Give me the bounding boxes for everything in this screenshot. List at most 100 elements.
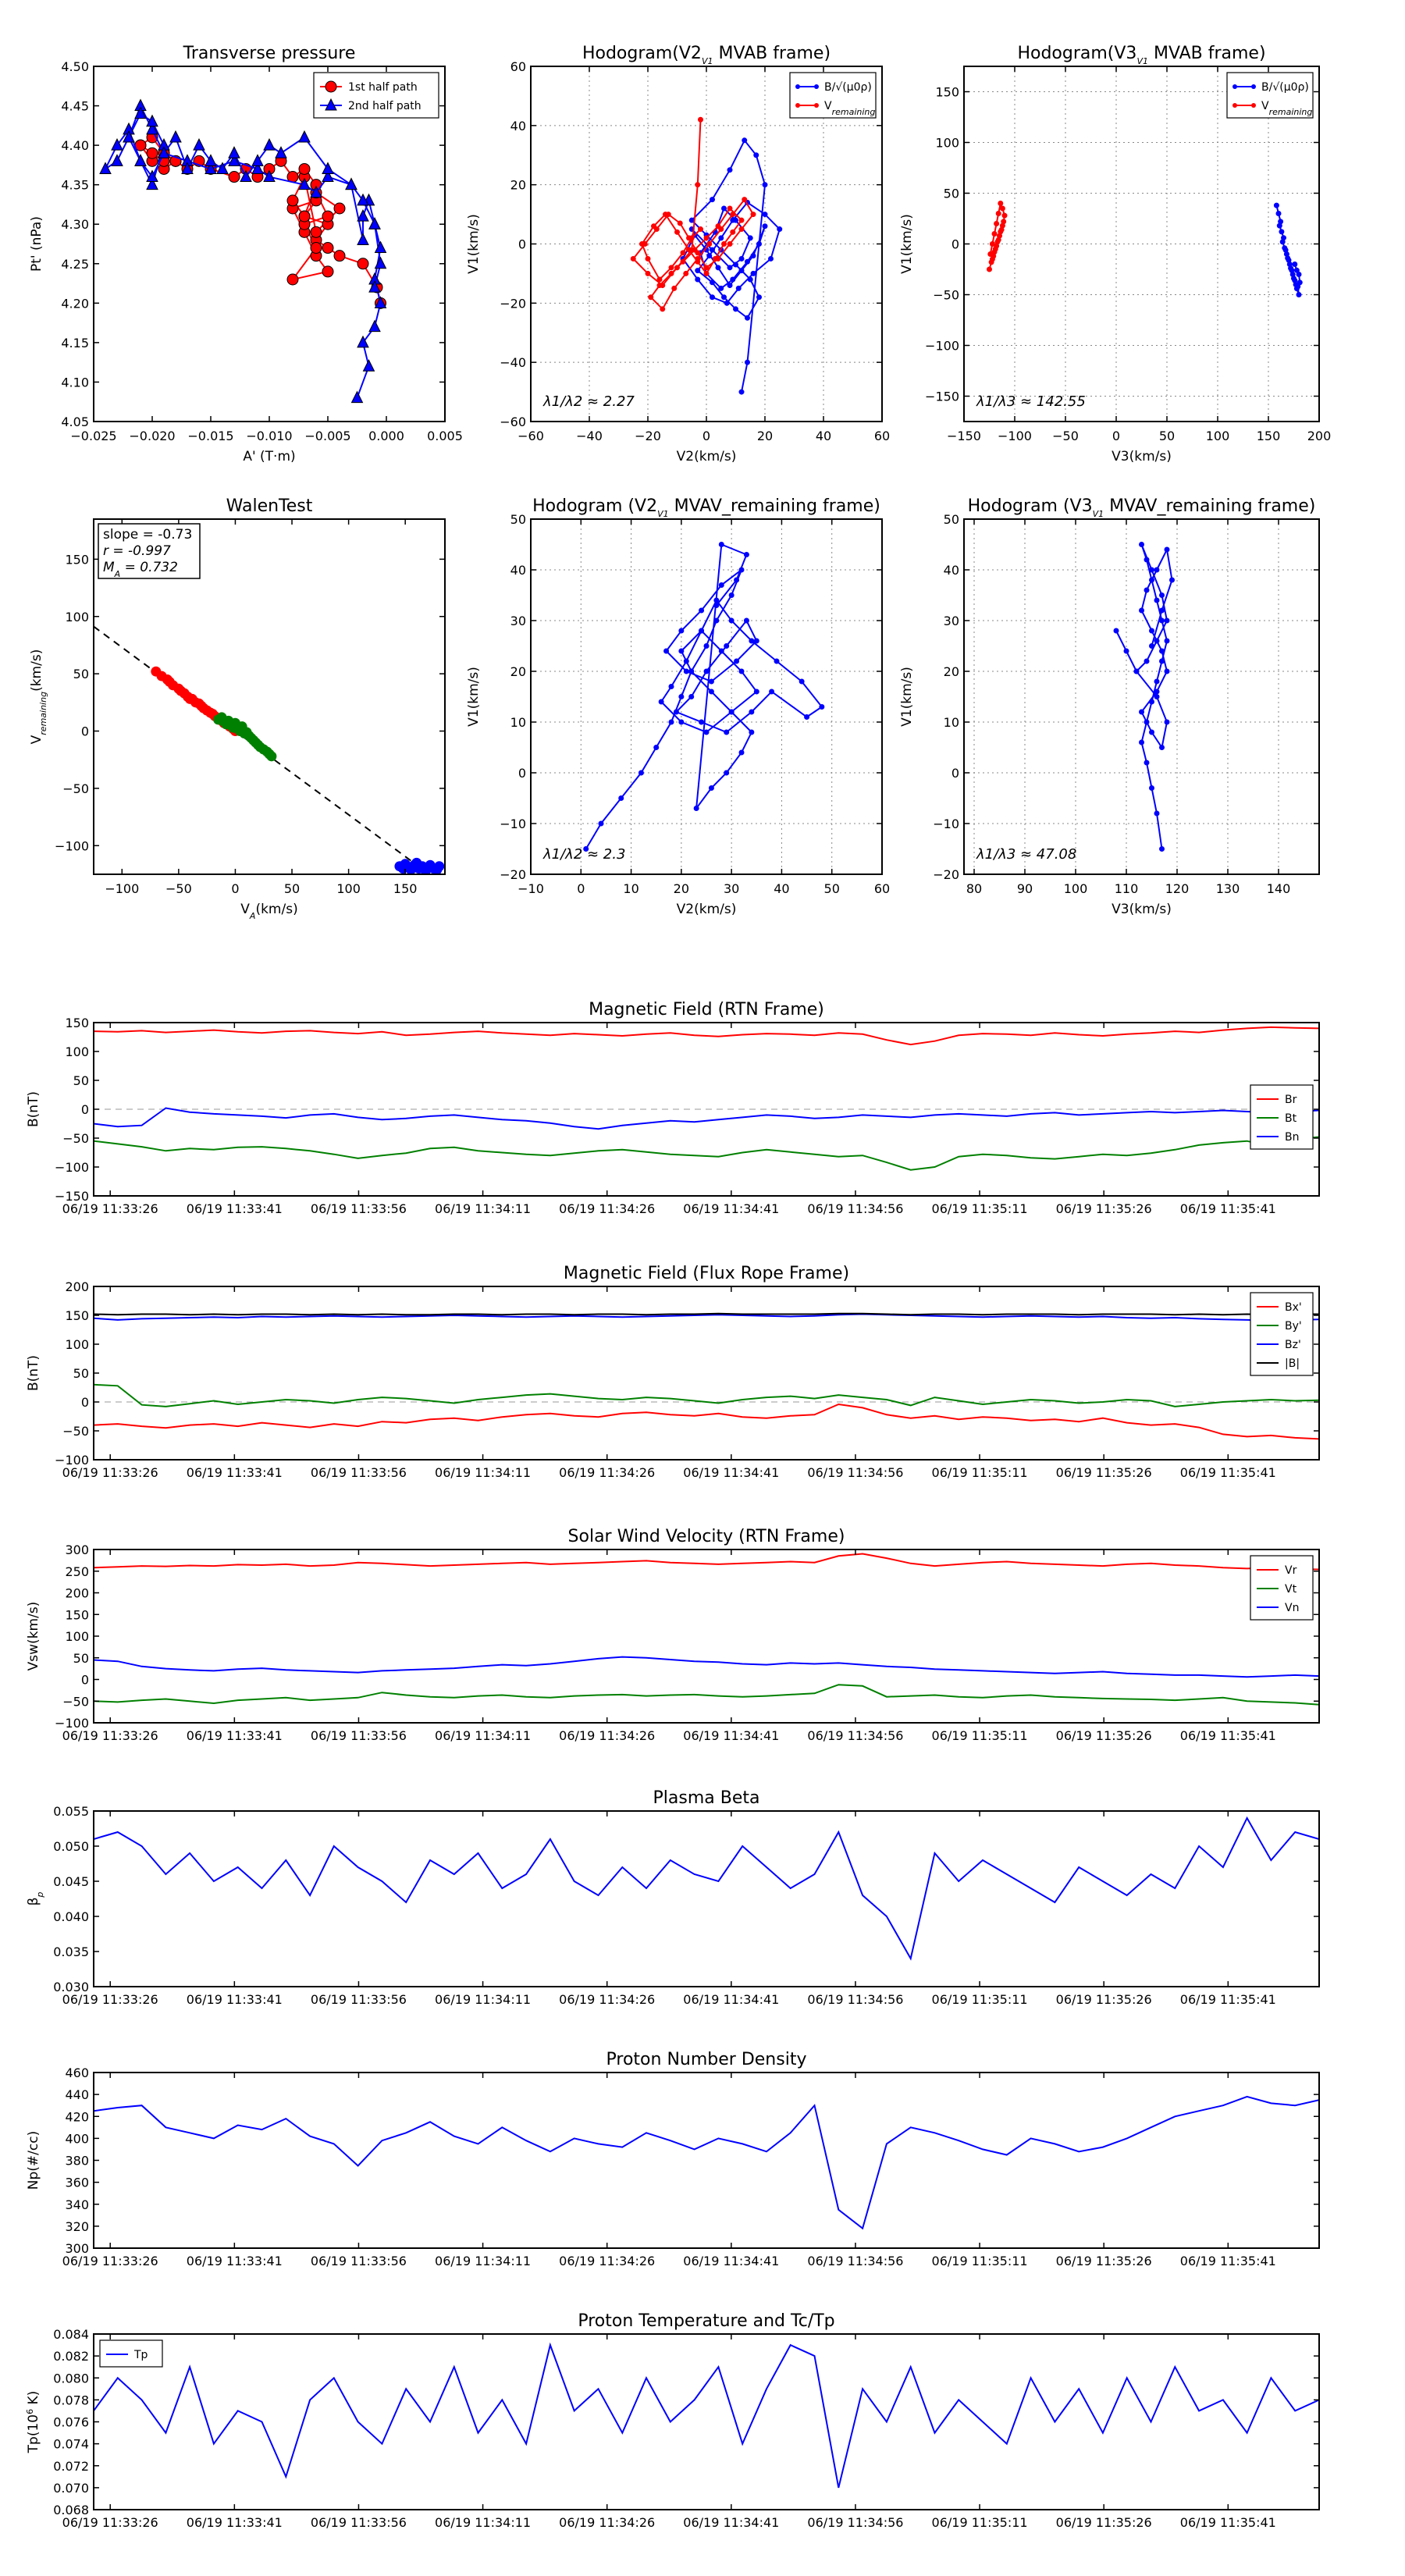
data-point xyxy=(747,235,753,241)
y-tick-label: 0.082 xyxy=(53,2349,89,2364)
x-tick-label: 06/19 11:34:41 xyxy=(683,1992,779,2007)
data-point xyxy=(688,247,695,253)
data-point xyxy=(357,208,369,222)
data-point xyxy=(677,220,683,226)
data-point xyxy=(749,638,755,644)
y-tick-label: 4.50 xyxy=(61,59,89,74)
legend-marker xyxy=(325,80,337,93)
data-point xyxy=(753,152,759,158)
series-line-blue xyxy=(585,543,823,850)
data-point xyxy=(1154,638,1160,644)
chart-p11: Proton Number Density 300 320 340 360 380 400 4… xyxy=(26,2050,1320,2268)
y-tick-label: 40 xyxy=(944,563,959,578)
y-tick-label: −50 xyxy=(62,781,89,796)
y-tick-label: 50 xyxy=(73,1073,89,1088)
data-point xyxy=(721,294,727,301)
x-tick-label: 06/19 11:35:11 xyxy=(932,1728,1028,1743)
y-tick-label: 0.074 xyxy=(53,2437,89,2452)
data-point xyxy=(663,648,670,654)
data-point xyxy=(146,147,158,159)
legend: 1st half path 2nd half path xyxy=(313,72,439,119)
data-point xyxy=(638,770,644,776)
x-tick-label: 150 xyxy=(1257,429,1281,443)
x-tick-label: 80 xyxy=(966,881,982,896)
series-line-Bx' xyxy=(94,1403,1319,1440)
data-point xyxy=(753,688,759,695)
y-tick-label: 0.068 xyxy=(53,2503,89,2517)
y-tick-label: 380 xyxy=(65,2154,89,2169)
legend-label: Bx' xyxy=(1285,1301,1302,1314)
x-tick-label: 100 xyxy=(1064,881,1088,896)
chart-title: Transverse pressure xyxy=(183,44,356,63)
annotation: λ1/λ2 ≈ 2.3 xyxy=(542,846,625,863)
legend: Br Bt Bn xyxy=(1250,1084,1314,1150)
plot-area xyxy=(630,116,783,395)
data-point xyxy=(1282,247,1289,253)
y-tick-label: 150 xyxy=(65,1016,89,1030)
x-tick-label: 06/19 11:35:11 xyxy=(932,1992,1028,2007)
data-point xyxy=(728,709,735,715)
data-point xyxy=(703,265,710,271)
stats-slope: slope = -0.73 xyxy=(103,527,192,543)
data-point xyxy=(745,258,750,265)
x-axis-label: V3(km/s) xyxy=(1112,449,1172,464)
annotation: λ1/λ2 ≈ 2.27 xyxy=(542,393,635,410)
x-tick-label: 06/19 11:35:41 xyxy=(1180,2515,1276,2530)
data-point xyxy=(674,265,680,271)
data-point xyxy=(733,306,738,312)
data-point xyxy=(668,684,674,689)
data-point xyxy=(724,643,730,649)
data-point xyxy=(777,226,783,233)
plot-area xyxy=(94,625,445,874)
data-point xyxy=(146,169,158,183)
x-tick-label: 06/19 11:34:56 xyxy=(807,2515,903,2530)
axes-frame xyxy=(93,66,446,422)
x-tick-label: 06/19 11:35:26 xyxy=(1056,2515,1152,2530)
x-tick-label: 06/19 11:34:26 xyxy=(559,2254,655,2268)
data-point xyxy=(1159,592,1165,598)
chart-p1: Transverse pressure 4.05 4.10 4.15 4.20 4.25 4… xyxy=(29,44,463,464)
y-tick-label: 20 xyxy=(944,664,959,679)
y-tick-label: −100 xyxy=(55,1453,89,1468)
data-point xyxy=(181,162,194,174)
y-tick-label: 4.05 xyxy=(61,415,89,429)
data-point xyxy=(756,241,762,247)
data-point xyxy=(819,704,825,710)
x-tick-label: 06/19 11:34:26 xyxy=(559,1728,655,1743)
series-line-Vn xyxy=(94,1656,1319,1678)
y-axis-label: Np(#/cc) xyxy=(26,2131,41,2190)
data-point xyxy=(598,820,604,827)
chart-p3: Hodogram(V3V1 MVAB frame) −150 −100 −50 0 50 1… xyxy=(899,44,1331,464)
data-point xyxy=(738,668,745,674)
y-axis-label: βp xyxy=(26,1892,45,1906)
data-point xyxy=(743,552,749,557)
data-point xyxy=(1154,694,1160,699)
data-point xyxy=(727,283,733,289)
y-axis-label: V1(km/s) xyxy=(466,667,482,727)
data-point xyxy=(228,146,240,158)
y-tick-label: 0 xyxy=(951,237,959,252)
data-point xyxy=(374,296,387,308)
y-tick-label: 4.45 xyxy=(61,99,89,114)
x-tick-label: −100 xyxy=(105,881,139,896)
plot-area xyxy=(94,2342,1319,2489)
data-point xyxy=(1144,557,1150,563)
data-point xyxy=(1164,638,1170,644)
data-point xyxy=(1144,587,1150,593)
legend-label: |B| xyxy=(1285,1357,1300,1370)
x-tick-label: −20 xyxy=(635,429,661,443)
chart-title: Hodogram(V2V1 MVAB frame) xyxy=(582,44,831,66)
data-point xyxy=(699,607,705,614)
x-tick-label: 06/19 11:35:41 xyxy=(1180,1465,1276,1480)
data-point xyxy=(738,389,745,395)
y-tick-label: 50 xyxy=(510,512,526,527)
data-point xyxy=(721,205,727,212)
y-tick-label: −20 xyxy=(933,867,959,882)
data-point xyxy=(769,688,775,695)
y-tick-label: 30 xyxy=(944,614,959,628)
x-tick-label: 40 xyxy=(816,429,831,443)
data-point xyxy=(710,197,715,203)
data-point xyxy=(357,233,369,245)
y-tick-label: 10 xyxy=(510,715,526,730)
